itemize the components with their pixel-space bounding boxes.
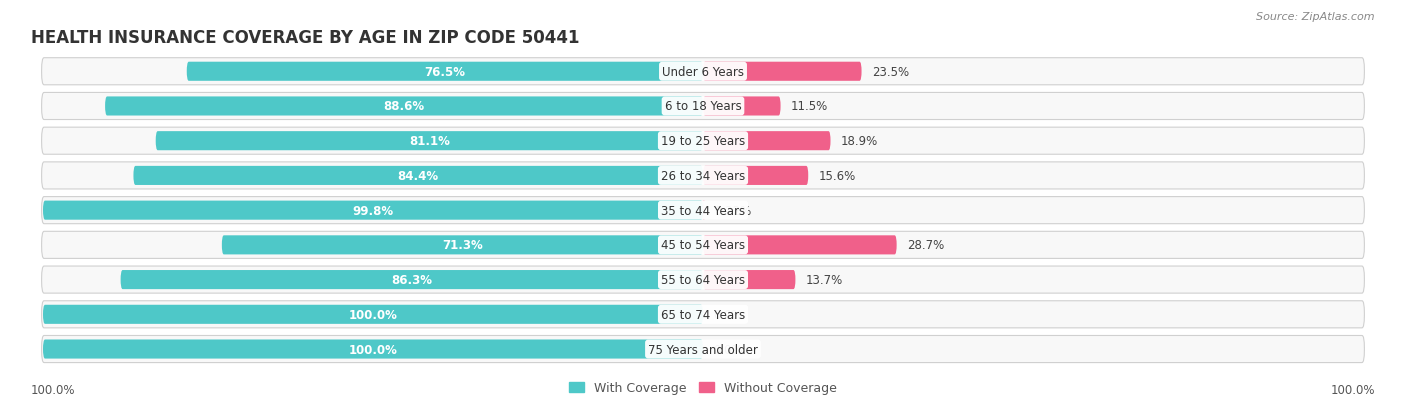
Text: 88.6%: 88.6% — [384, 100, 425, 113]
FancyBboxPatch shape — [42, 59, 1364, 85]
Text: 0.0%: 0.0% — [713, 343, 742, 356]
FancyBboxPatch shape — [44, 201, 703, 220]
FancyBboxPatch shape — [134, 166, 703, 185]
Text: 99.8%: 99.8% — [353, 204, 394, 217]
Text: 100.0%: 100.0% — [1330, 384, 1375, 396]
FancyBboxPatch shape — [703, 166, 808, 185]
FancyBboxPatch shape — [42, 336, 1364, 363]
FancyBboxPatch shape — [703, 271, 796, 290]
FancyBboxPatch shape — [105, 97, 703, 116]
Text: 11.5%: 11.5% — [790, 100, 828, 113]
FancyBboxPatch shape — [44, 339, 703, 359]
Text: 76.5%: 76.5% — [425, 66, 465, 78]
Text: 100.0%: 100.0% — [349, 308, 398, 321]
Text: Under 6 Years: Under 6 Years — [662, 66, 744, 78]
Text: 23.5%: 23.5% — [872, 66, 908, 78]
Text: 26 to 34 Years: 26 to 34 Years — [661, 169, 745, 183]
Text: 0.22%: 0.22% — [714, 204, 752, 217]
Text: 84.4%: 84.4% — [398, 169, 439, 183]
FancyBboxPatch shape — [703, 201, 704, 220]
Text: 35 to 44 Years: 35 to 44 Years — [661, 204, 745, 217]
Text: 28.7%: 28.7% — [907, 239, 943, 252]
FancyBboxPatch shape — [42, 197, 1364, 224]
Text: HEALTH INSURANCE COVERAGE BY AGE IN ZIP CODE 50441: HEALTH INSURANCE COVERAGE BY AGE IN ZIP … — [31, 29, 579, 47]
FancyBboxPatch shape — [44, 305, 703, 324]
Text: 19 to 25 Years: 19 to 25 Years — [661, 135, 745, 148]
Text: 45 to 54 Years: 45 to 54 Years — [661, 239, 745, 252]
FancyBboxPatch shape — [187, 62, 703, 82]
Text: 18.9%: 18.9% — [841, 135, 877, 148]
FancyBboxPatch shape — [703, 97, 780, 116]
FancyBboxPatch shape — [42, 301, 1364, 328]
Text: 15.6%: 15.6% — [818, 169, 856, 183]
Text: 55 to 64 Years: 55 to 64 Years — [661, 273, 745, 286]
FancyBboxPatch shape — [156, 132, 703, 151]
FancyBboxPatch shape — [42, 128, 1364, 155]
Text: 86.3%: 86.3% — [391, 273, 432, 286]
FancyBboxPatch shape — [703, 62, 862, 82]
Text: 75 Years and older: 75 Years and older — [648, 343, 758, 356]
Text: 100.0%: 100.0% — [31, 384, 76, 396]
Legend: With Coverage, Without Coverage: With Coverage, Without Coverage — [569, 382, 837, 394]
Text: Source: ZipAtlas.com: Source: ZipAtlas.com — [1257, 12, 1375, 22]
Text: 0.0%: 0.0% — [713, 308, 742, 321]
FancyBboxPatch shape — [42, 93, 1364, 120]
Text: 6 to 18 Years: 6 to 18 Years — [665, 100, 741, 113]
FancyBboxPatch shape — [703, 132, 831, 151]
Text: 100.0%: 100.0% — [349, 343, 398, 356]
FancyBboxPatch shape — [42, 162, 1364, 190]
Text: 13.7%: 13.7% — [806, 273, 842, 286]
Text: 71.3%: 71.3% — [441, 239, 482, 252]
FancyBboxPatch shape — [121, 271, 703, 290]
FancyBboxPatch shape — [42, 232, 1364, 259]
FancyBboxPatch shape — [703, 236, 897, 255]
Text: 81.1%: 81.1% — [409, 135, 450, 148]
Text: 65 to 74 Years: 65 to 74 Years — [661, 308, 745, 321]
FancyBboxPatch shape — [222, 236, 703, 255]
FancyBboxPatch shape — [42, 266, 1364, 293]
